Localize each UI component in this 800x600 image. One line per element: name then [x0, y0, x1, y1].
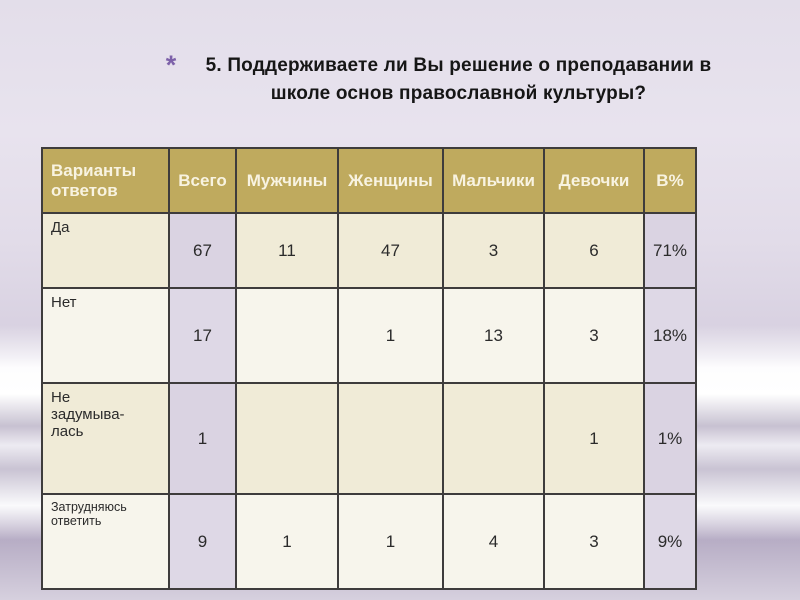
col-header-women: Женщины	[337, 147, 444, 214]
header-row: Варианты ответов Всего Мужчины Женщины М…	[41, 147, 697, 214]
value-men: 1	[235, 493, 339, 590]
survey-table-container: Варианты ответов Всего Мужчины Женщины М…	[41, 147, 697, 590]
value-men	[235, 287, 339, 384]
row-label: Не задумыва-лась	[41, 382, 170, 495]
value-girls: 1	[543, 382, 645, 495]
value-boys: 4	[442, 493, 545, 590]
slide-title: 5. Поддерживаете ли Вы решение о препода…	[205, 55, 712, 104]
value-girls: 6	[543, 212, 645, 289]
value-women: 1	[337, 287, 444, 384]
value-women	[337, 382, 444, 495]
col-header-boys: Мальчики	[442, 147, 545, 214]
value-percent: 71%	[643, 212, 697, 289]
col-header-total: Всего	[168, 147, 237, 214]
value-percent: 18%	[643, 287, 697, 384]
value-women: 1	[337, 493, 444, 590]
value-percent: 1%	[643, 382, 697, 495]
value-percent: 9%	[643, 493, 697, 590]
asterisk-bullet-icon: *	[165, 50, 177, 80]
value-girls: 3	[543, 287, 645, 384]
value-girls: 3	[543, 493, 645, 590]
value-men	[235, 382, 339, 495]
table-row-havent-thought: Не задумыва-лась 1 1 1%	[41, 382, 697, 495]
col-header-men: Мужчины	[235, 147, 339, 214]
row-label: Да	[41, 212, 170, 289]
value-total: 9	[168, 493, 237, 590]
value-men: 11	[235, 212, 339, 289]
value-boys	[442, 382, 545, 495]
table-row-hard-to-answer: Затрудняюсь ответить 9 1 1 4 3 9%	[41, 493, 697, 590]
value-total: 17	[168, 287, 237, 384]
value-total: 67	[168, 212, 237, 289]
value-women: 47	[337, 212, 444, 289]
row-label: Затрудняюсь ответить	[41, 493, 170, 590]
slide-title-block: * 5. Поддерживаете ли Вы решение о препо…	[155, 52, 730, 108]
col-header-girls: Девочки	[543, 147, 645, 214]
value-boys: 3	[442, 212, 545, 289]
value-total: 1	[168, 382, 237, 495]
value-boys: 13	[442, 287, 545, 384]
table-row-yes: Да 67 11 47 3 6 71%	[41, 212, 697, 289]
col-header-variants: Варианты ответов	[41, 147, 170, 214]
survey-results-table: Варианты ответов Всего Мужчины Женщины М…	[41, 147, 697, 590]
row-label: Нет	[41, 287, 170, 384]
table-row-no: Нет 17 1 13 3 18%	[41, 287, 697, 384]
col-header-percent: В%	[643, 147, 697, 214]
